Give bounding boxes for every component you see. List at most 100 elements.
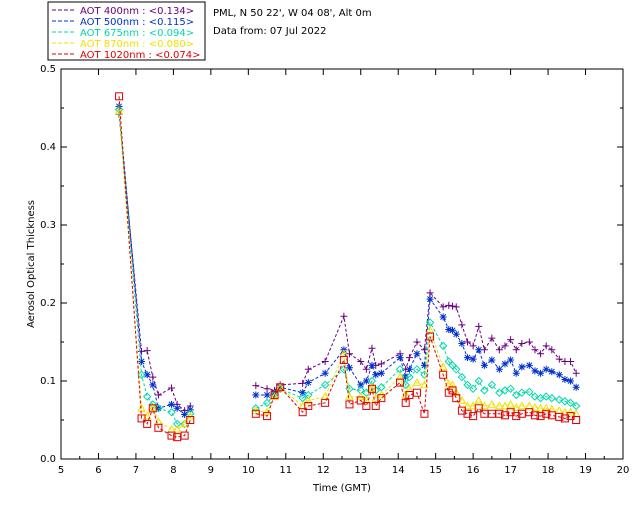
data-point	[507, 336, 515, 344]
data-point	[251, 409, 260, 418]
data-point	[149, 381, 157, 389]
data-point	[463, 409, 472, 418]
y-axis-label: Aerosol Optical Thickness	[26, 200, 37, 328]
data-point	[445, 301, 453, 309]
data-point	[137, 370, 146, 379]
data-point	[345, 400, 354, 409]
data-point	[304, 365, 312, 373]
x-tick-label: 15	[429, 465, 442, 476]
data-point	[507, 356, 515, 364]
data-point	[572, 369, 580, 377]
data-point	[495, 346, 503, 354]
data-point	[172, 424, 182, 433]
data-point	[185, 411, 195, 420]
series-group	[115, 102, 580, 419]
data-point	[186, 409, 195, 418]
data-point	[560, 414, 569, 423]
data-point	[420, 409, 429, 418]
data-point	[263, 412, 272, 421]
date-info: Data from: 07 Jul 2022	[213, 26, 326, 37]
plot-frame	[60, 68, 624, 460]
data-point	[413, 338, 421, 346]
data-point	[173, 404, 181, 412]
data-point	[445, 326, 453, 334]
series-line	[255, 336, 577, 421]
data-point	[426, 295, 434, 303]
data-point	[377, 360, 385, 368]
data-point	[401, 398, 410, 407]
data-point	[463, 380, 472, 390]
data-point	[506, 399, 515, 408]
data-point	[530, 411, 539, 420]
data-point	[541, 392, 551, 401]
data-point	[357, 358, 365, 365]
data-point	[438, 362, 448, 371]
data-point	[555, 412, 564, 421]
data-point	[525, 338, 533, 346]
legend-entry: AOT 870nm : <0.080>	[80, 39, 194, 50]
x-axis-label: Time (GMT)	[312, 483, 371, 494]
data-point	[451, 388, 461, 396]
data-point	[452, 394, 461, 403]
data-point	[555, 355, 563, 363]
data-point	[452, 303, 460, 311]
data-point	[512, 390, 521, 400]
data-point	[518, 363, 526, 371]
data-point	[356, 392, 366, 400]
data-point	[405, 354, 413, 362]
data-point	[405, 372, 414, 382]
data-point	[542, 365, 550, 373]
data-point	[172, 419, 182, 429]
data-point	[542, 409, 551, 418]
data-point	[463, 401, 472, 410]
data-point	[439, 313, 447, 321]
data-point	[345, 350, 353, 358]
data-point	[413, 350, 421, 358]
data-point	[396, 378, 405, 387]
data-point	[154, 391, 162, 399]
x-tick-label: 8	[170, 465, 176, 476]
data-point	[114, 106, 124, 115]
data-point	[368, 344, 376, 352]
data-point	[469, 342, 477, 350]
legend-entry: AOT 1020nm : <0.074>	[80, 50, 200, 61]
data-point	[487, 380, 497, 390]
data-point	[439, 370, 448, 379]
data-point	[536, 403, 545, 412]
data-point	[148, 404, 157, 413]
data-point	[572, 416, 581, 424]
y-tick-label: 0.3	[40, 220, 56, 231]
data-point	[168, 400, 176, 408]
data-point	[252, 382, 260, 390]
data-point	[420, 370, 429, 379]
data-point	[251, 404, 261, 413]
data-point	[377, 394, 386, 403]
data-point	[561, 375, 569, 383]
data-point	[412, 365, 422, 374]
y-tick-label: 0.2	[40, 298, 56, 309]
data-point	[464, 338, 472, 346]
data-point	[180, 431, 189, 440]
data-point	[449, 326, 457, 334]
data-point	[525, 361, 533, 369]
data-point	[512, 346, 520, 354]
series-line	[118, 96, 191, 438]
data-point	[276, 383, 285, 392]
data-point	[566, 398, 575, 408]
x-tick-label: 5	[58, 465, 64, 476]
data-point	[475, 322, 483, 330]
data-point	[438, 341, 448, 351]
data-point	[137, 403, 146, 412]
data-point	[536, 412, 545, 421]
data-point	[276, 383, 284, 391]
data-point	[567, 377, 575, 385]
data-point	[500, 401, 510, 410]
data-point	[511, 402, 521, 411]
legend-entry: AOT 500nm : <0.115>	[80, 17, 194, 28]
y-tick-label: 0.5	[40, 64, 56, 75]
data-point	[560, 397, 570, 406]
data-point	[501, 360, 509, 368]
data-point	[321, 358, 329, 365]
data-point	[168, 384, 176, 392]
